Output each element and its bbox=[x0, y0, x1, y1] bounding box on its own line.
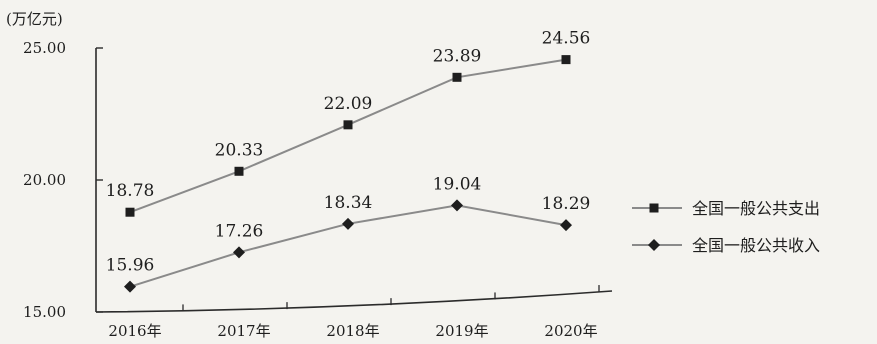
square-marker bbox=[561, 55, 571, 65]
y-tick-label: 25.00 bbox=[23, 39, 66, 57]
legend-diamond-marker bbox=[648, 239, 660, 251]
data-label: 22.09 bbox=[324, 94, 373, 114]
diamond-marker bbox=[342, 217, 354, 230]
data-label: 18.78 bbox=[106, 181, 155, 201]
legend-square-marker bbox=[649, 203, 659, 213]
y-axis-ticks: 15.00 20.00 25.00 bbox=[23, 39, 103, 321]
diamond-marker bbox=[451, 199, 463, 212]
y-tick-label: 20.00 bbox=[23, 171, 66, 189]
data-label: 20.33 bbox=[215, 140, 264, 160]
data-label: 15.96 bbox=[106, 256, 155, 276]
square-marker bbox=[343, 120, 353, 130]
x-tick-label: 2018年 bbox=[326, 322, 379, 340]
x-tick-label: 2020年 bbox=[544, 322, 597, 340]
data-label: 18.34 bbox=[324, 193, 373, 213]
series-line-2 bbox=[129, 204, 567, 288]
x-axis-line bbox=[95, 290, 613, 313]
data-labels: 18.78 20.33 22.09 23.89 24.56 15.96 17.26 18.34… bbox=[106, 29, 591, 276]
series-markers bbox=[124, 55, 572, 293]
data-label: 17.26 bbox=[215, 221, 264, 241]
data-label: 24.56 bbox=[542, 29, 591, 49]
y-tick-label: 15.00 bbox=[23, 303, 66, 321]
diamond-marker bbox=[233, 246, 245, 259]
diamond-marker bbox=[560, 219, 572, 232]
square-marker bbox=[452, 72, 462, 82]
x-tick-label: 2019年 bbox=[435, 322, 488, 340]
x-tick-label: 2017年 bbox=[217, 322, 270, 340]
data-label: 23.89 bbox=[433, 46, 482, 66]
data-label: 18.29 bbox=[542, 194, 591, 214]
legend-label: 全国一般公共收入 bbox=[692, 236, 820, 255]
series-line-1 bbox=[129, 58, 567, 214]
x-axis-ticks: 2016年 2017年 2018年 2019年 2020年 bbox=[108, 285, 600, 340]
diamond-marker bbox=[124, 280, 136, 293]
unit-label: (万亿元) bbox=[6, 10, 63, 28]
square-marker bbox=[234, 166, 244, 176]
square-marker bbox=[125, 207, 135, 217]
x-tick-label: 2016年 bbox=[108, 322, 161, 340]
data-label: 19.04 bbox=[433, 174, 482, 194]
legend-label: 全国一般公共支出 bbox=[692, 199, 820, 218]
